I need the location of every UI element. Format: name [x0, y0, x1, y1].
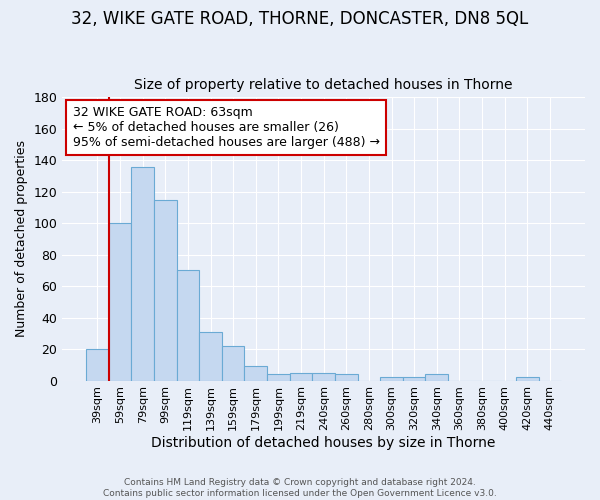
Bar — [222, 346, 244, 380]
Title: Size of property relative to detached houses in Thorne: Size of property relative to detached ho… — [134, 78, 513, 92]
Bar — [176, 270, 199, 380]
Y-axis label: Number of detached properties: Number of detached properties — [15, 140, 28, 338]
Bar — [290, 372, 313, 380]
Bar — [313, 372, 335, 380]
X-axis label: Distribution of detached houses by size in Thorne: Distribution of detached houses by size … — [151, 436, 496, 450]
Bar — [403, 378, 425, 380]
Bar — [86, 349, 109, 380]
Bar — [380, 378, 403, 380]
Bar — [267, 374, 290, 380]
Bar — [199, 332, 222, 380]
Bar — [425, 374, 448, 380]
Bar — [335, 374, 358, 380]
Bar — [109, 223, 131, 380]
Bar — [154, 200, 176, 380]
Text: Contains HM Land Registry data © Crown copyright and database right 2024.
Contai: Contains HM Land Registry data © Crown c… — [103, 478, 497, 498]
Text: 32 WIKE GATE ROAD: 63sqm
← 5% of detached houses are smaller (26)
95% of semi-de: 32 WIKE GATE ROAD: 63sqm ← 5% of detache… — [73, 106, 380, 149]
Bar — [131, 166, 154, 380]
Text: 32, WIKE GATE ROAD, THORNE, DONCASTER, DN8 5QL: 32, WIKE GATE ROAD, THORNE, DONCASTER, D… — [71, 10, 529, 28]
Bar — [244, 366, 267, 380]
Bar — [516, 378, 539, 380]
